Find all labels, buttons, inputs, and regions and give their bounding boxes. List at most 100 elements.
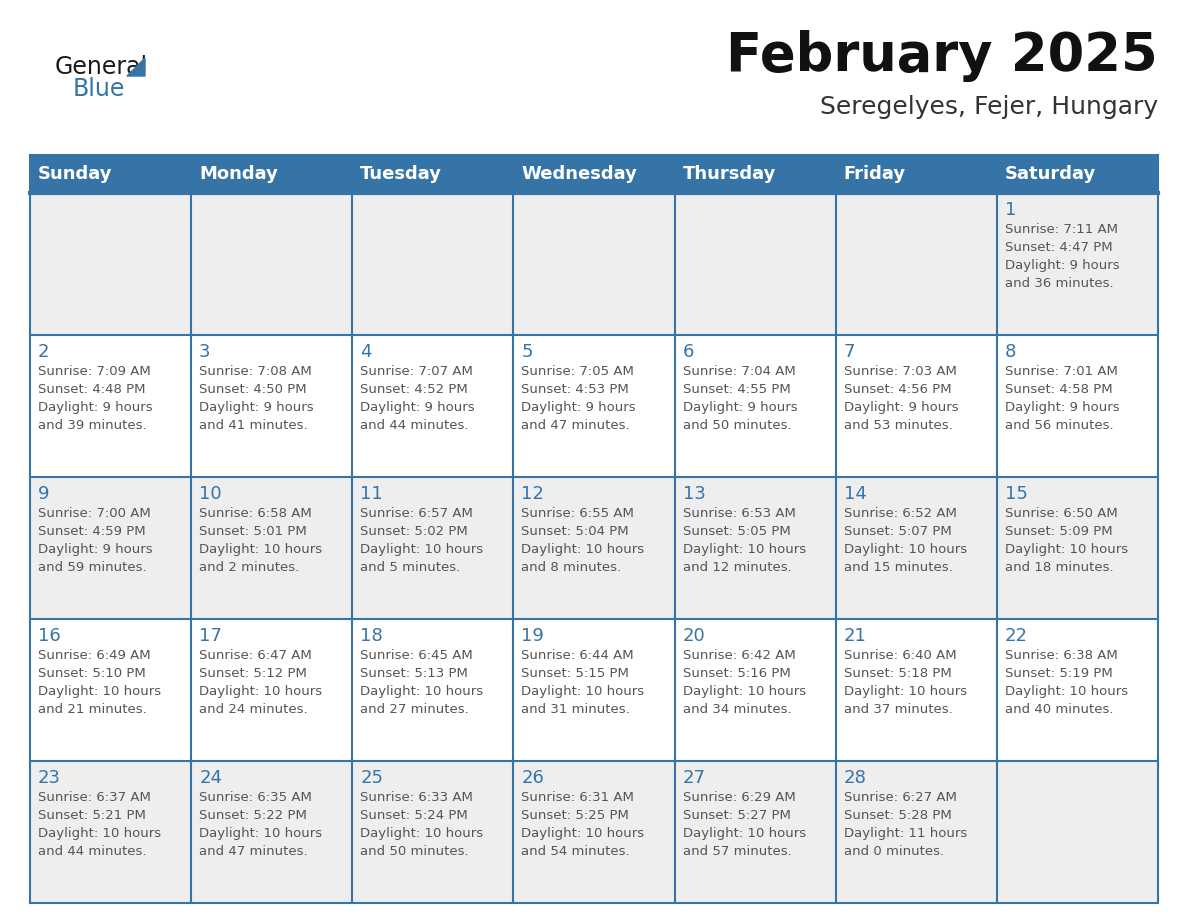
Text: Sunrise: 6:40 AM
Sunset: 5:18 PM
Daylight: 10 hours
and 37 minutes.: Sunrise: 6:40 AM Sunset: 5:18 PM Dayligh… xyxy=(843,649,967,716)
Bar xyxy=(353,477,513,619)
Bar xyxy=(30,193,191,335)
Text: Sunrise: 7:08 AM
Sunset: 4:50 PM
Daylight: 9 hours
and 41 minutes.: Sunrise: 7:08 AM Sunset: 4:50 PM Dayligh… xyxy=(200,365,314,432)
Text: 2: 2 xyxy=(38,343,50,361)
Bar xyxy=(353,761,513,903)
Text: Sunrise: 6:49 AM
Sunset: 5:10 PM
Daylight: 10 hours
and 21 minutes.: Sunrise: 6:49 AM Sunset: 5:10 PM Dayligh… xyxy=(38,649,162,716)
Text: Sunrise: 7:07 AM
Sunset: 4:52 PM
Daylight: 9 hours
and 44 minutes.: Sunrise: 7:07 AM Sunset: 4:52 PM Dayligh… xyxy=(360,365,475,432)
Bar xyxy=(353,619,513,761)
Text: Sunrise: 6:53 AM
Sunset: 5:05 PM
Daylight: 10 hours
and 12 minutes.: Sunrise: 6:53 AM Sunset: 5:05 PM Dayligh… xyxy=(683,507,805,574)
Text: Sunrise: 6:52 AM
Sunset: 5:07 PM
Daylight: 10 hours
and 15 minutes.: Sunrise: 6:52 AM Sunset: 5:07 PM Dayligh… xyxy=(843,507,967,574)
Text: Tuesday: Tuesday xyxy=(360,165,442,183)
Text: 26: 26 xyxy=(522,769,544,787)
Bar xyxy=(997,477,1158,619)
Text: Wednesday: Wednesday xyxy=(522,165,637,183)
Text: Sunrise: 7:05 AM
Sunset: 4:53 PM
Daylight: 9 hours
and 47 minutes.: Sunrise: 7:05 AM Sunset: 4:53 PM Dayligh… xyxy=(522,365,636,432)
Text: 25: 25 xyxy=(360,769,384,787)
Bar xyxy=(835,619,997,761)
Text: Sunrise: 6:29 AM
Sunset: 5:27 PM
Daylight: 10 hours
and 57 minutes.: Sunrise: 6:29 AM Sunset: 5:27 PM Dayligh… xyxy=(683,791,805,858)
Polygon shape xyxy=(127,58,145,76)
Text: 23: 23 xyxy=(38,769,61,787)
Bar xyxy=(191,619,353,761)
Text: Sunrise: 6:47 AM
Sunset: 5:12 PM
Daylight: 10 hours
and 24 minutes.: Sunrise: 6:47 AM Sunset: 5:12 PM Dayligh… xyxy=(200,649,322,716)
Text: General: General xyxy=(55,55,148,79)
Text: Friday: Friday xyxy=(843,165,905,183)
Text: Sunrise: 6:27 AM
Sunset: 5:28 PM
Daylight: 11 hours
and 0 minutes.: Sunrise: 6:27 AM Sunset: 5:28 PM Dayligh… xyxy=(843,791,967,858)
Bar xyxy=(30,619,191,761)
Bar xyxy=(675,477,835,619)
Bar xyxy=(675,619,835,761)
Bar xyxy=(191,193,353,335)
Text: Sunrise: 7:04 AM
Sunset: 4:55 PM
Daylight: 9 hours
and 50 minutes.: Sunrise: 7:04 AM Sunset: 4:55 PM Dayligh… xyxy=(683,365,797,432)
Bar xyxy=(997,761,1158,903)
Bar xyxy=(675,761,835,903)
Text: 16: 16 xyxy=(38,627,61,645)
Text: 8: 8 xyxy=(1005,343,1016,361)
Text: 13: 13 xyxy=(683,485,706,503)
Text: 20: 20 xyxy=(683,627,706,645)
Bar xyxy=(675,193,835,335)
Bar xyxy=(191,761,353,903)
Bar xyxy=(30,335,191,477)
Text: Sunrise: 6:31 AM
Sunset: 5:25 PM
Daylight: 10 hours
and 54 minutes.: Sunrise: 6:31 AM Sunset: 5:25 PM Dayligh… xyxy=(522,791,645,858)
Text: 22: 22 xyxy=(1005,627,1028,645)
Text: Sunrise: 6:50 AM
Sunset: 5:09 PM
Daylight: 10 hours
and 18 minutes.: Sunrise: 6:50 AM Sunset: 5:09 PM Dayligh… xyxy=(1005,507,1127,574)
Text: Sunrise: 6:37 AM
Sunset: 5:21 PM
Daylight: 10 hours
and 44 minutes.: Sunrise: 6:37 AM Sunset: 5:21 PM Dayligh… xyxy=(38,791,162,858)
Text: 5: 5 xyxy=(522,343,533,361)
Bar xyxy=(835,477,997,619)
Text: Sunrise: 6:38 AM
Sunset: 5:19 PM
Daylight: 10 hours
and 40 minutes.: Sunrise: 6:38 AM Sunset: 5:19 PM Dayligh… xyxy=(1005,649,1127,716)
Text: 24: 24 xyxy=(200,769,222,787)
Bar xyxy=(30,477,191,619)
Bar xyxy=(513,619,675,761)
Text: 28: 28 xyxy=(843,769,866,787)
Text: 4: 4 xyxy=(360,343,372,361)
Text: 9: 9 xyxy=(38,485,50,503)
Text: Monday: Monday xyxy=(200,165,278,183)
Text: Sunrise: 7:03 AM
Sunset: 4:56 PM
Daylight: 9 hours
and 53 minutes.: Sunrise: 7:03 AM Sunset: 4:56 PM Dayligh… xyxy=(843,365,959,432)
Bar xyxy=(30,155,1158,193)
Text: 1: 1 xyxy=(1005,201,1016,219)
Bar xyxy=(513,761,675,903)
Text: 11: 11 xyxy=(360,485,383,503)
Text: Sunday: Sunday xyxy=(38,165,113,183)
Text: 15: 15 xyxy=(1005,485,1028,503)
Text: Sunrise: 6:35 AM
Sunset: 5:22 PM
Daylight: 10 hours
and 47 minutes.: Sunrise: 6:35 AM Sunset: 5:22 PM Dayligh… xyxy=(200,791,322,858)
Bar xyxy=(997,619,1158,761)
Text: Saturday: Saturday xyxy=(1005,165,1097,183)
Text: Thursday: Thursday xyxy=(683,165,776,183)
Text: 14: 14 xyxy=(843,485,866,503)
Text: 17: 17 xyxy=(200,627,222,645)
Text: 10: 10 xyxy=(200,485,222,503)
Bar xyxy=(513,193,675,335)
Text: Blue: Blue xyxy=(72,77,126,101)
Text: 21: 21 xyxy=(843,627,866,645)
Text: Sunrise: 7:11 AM
Sunset: 4:47 PM
Daylight: 9 hours
and 36 minutes.: Sunrise: 7:11 AM Sunset: 4:47 PM Dayligh… xyxy=(1005,223,1119,290)
Text: Sunrise: 6:58 AM
Sunset: 5:01 PM
Daylight: 10 hours
and 2 minutes.: Sunrise: 6:58 AM Sunset: 5:01 PM Dayligh… xyxy=(200,507,322,574)
Bar xyxy=(513,477,675,619)
Text: 19: 19 xyxy=(522,627,544,645)
Bar xyxy=(353,335,513,477)
Text: Sunrise: 7:01 AM
Sunset: 4:58 PM
Daylight: 9 hours
and 56 minutes.: Sunrise: 7:01 AM Sunset: 4:58 PM Dayligh… xyxy=(1005,365,1119,432)
Text: Sunrise: 6:57 AM
Sunset: 5:02 PM
Daylight: 10 hours
and 5 minutes.: Sunrise: 6:57 AM Sunset: 5:02 PM Dayligh… xyxy=(360,507,484,574)
Text: 6: 6 xyxy=(683,343,694,361)
Text: Sunrise: 6:42 AM
Sunset: 5:16 PM
Daylight: 10 hours
and 34 minutes.: Sunrise: 6:42 AM Sunset: 5:16 PM Dayligh… xyxy=(683,649,805,716)
Bar xyxy=(835,193,997,335)
Bar xyxy=(835,761,997,903)
Bar xyxy=(191,477,353,619)
Text: Seregelyes, Fejer, Hungary: Seregelyes, Fejer, Hungary xyxy=(820,95,1158,119)
Text: February 2025: February 2025 xyxy=(726,30,1158,82)
Text: Sunrise: 6:55 AM
Sunset: 5:04 PM
Daylight: 10 hours
and 8 minutes.: Sunrise: 6:55 AM Sunset: 5:04 PM Dayligh… xyxy=(522,507,645,574)
Bar xyxy=(835,335,997,477)
Bar xyxy=(513,335,675,477)
Text: 7: 7 xyxy=(843,343,855,361)
Text: Sunrise: 6:45 AM
Sunset: 5:13 PM
Daylight: 10 hours
and 27 minutes.: Sunrise: 6:45 AM Sunset: 5:13 PM Dayligh… xyxy=(360,649,484,716)
Text: Sunrise: 6:44 AM
Sunset: 5:15 PM
Daylight: 10 hours
and 31 minutes.: Sunrise: 6:44 AM Sunset: 5:15 PM Dayligh… xyxy=(522,649,645,716)
Text: Sunrise: 7:09 AM
Sunset: 4:48 PM
Daylight: 9 hours
and 39 minutes.: Sunrise: 7:09 AM Sunset: 4:48 PM Dayligh… xyxy=(38,365,152,432)
Bar xyxy=(191,335,353,477)
Bar xyxy=(997,335,1158,477)
Text: Sunrise: 7:00 AM
Sunset: 4:59 PM
Daylight: 9 hours
and 59 minutes.: Sunrise: 7:00 AM Sunset: 4:59 PM Dayligh… xyxy=(38,507,152,574)
Text: Sunrise: 6:33 AM
Sunset: 5:24 PM
Daylight: 10 hours
and 50 minutes.: Sunrise: 6:33 AM Sunset: 5:24 PM Dayligh… xyxy=(360,791,484,858)
Text: 12: 12 xyxy=(522,485,544,503)
Text: 27: 27 xyxy=(683,769,706,787)
Text: 18: 18 xyxy=(360,627,383,645)
Text: 3: 3 xyxy=(200,343,210,361)
